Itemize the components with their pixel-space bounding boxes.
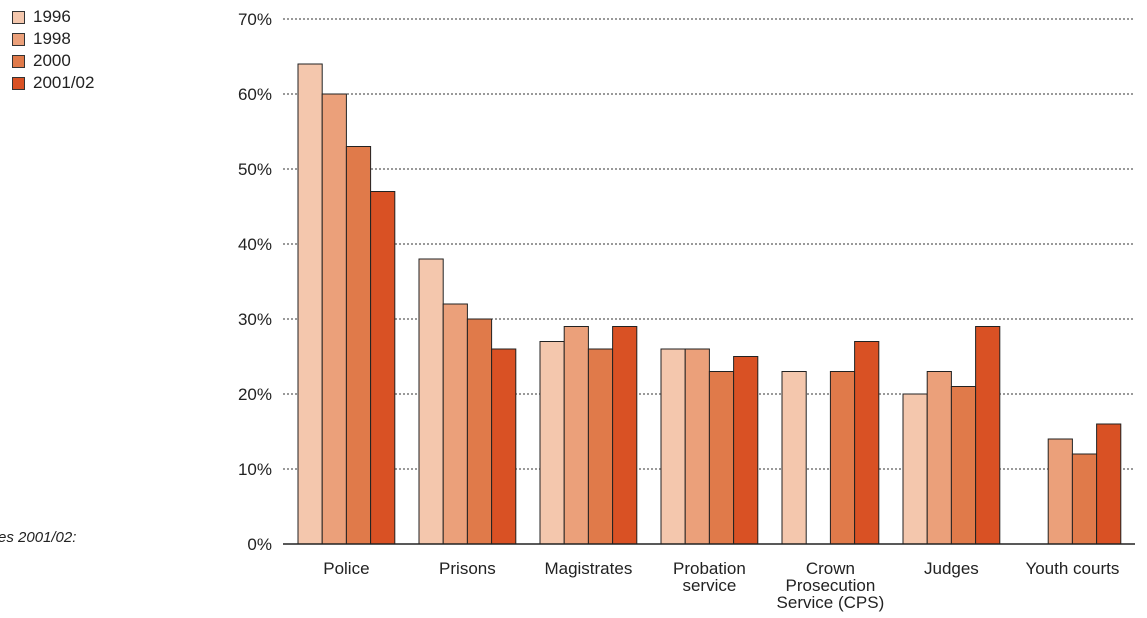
legend-swatch [12, 54, 25, 68]
x-category-label-line: service [682, 576, 736, 595]
x-category-label-line: Magistrates [544, 559, 632, 578]
legend-item: 2001/02 [12, 72, 94, 94]
bar [926, 371, 952, 545]
x-category-label-line: Probation [673, 559, 746, 578]
bar [854, 341, 880, 545]
x-category-label-line: Judges [924, 559, 979, 578]
y-tick-label: 60% [238, 85, 272, 104]
bar [563, 326, 589, 545]
bar [466, 318, 493, 545]
bar [612, 326, 638, 545]
bar [418, 258, 444, 545]
bar [442, 303, 468, 545]
y-tick-label: 30% [238, 310, 272, 329]
bar [829, 371, 856, 545]
y-tick-label: 50% [238, 160, 272, 179]
legend-swatch [12, 10, 25, 24]
x-category-label-line: Service (CPS) [777, 593, 885, 612]
bar [1071, 453, 1098, 545]
bar [1096, 423, 1122, 545]
y-tick-label: 40% [238, 235, 272, 254]
x-category-label: Crown Prosecution Service (CPS) [777, 559, 885, 612]
legend-label: 2001/02 [33, 73, 95, 92]
x-category-label: Youth courts [1025, 559, 1119, 578]
legend-swatch [12, 32, 25, 46]
bar [708, 371, 735, 545]
bar [297, 63, 323, 545]
x-category-label: Judges [924, 559, 979, 578]
x-category-label: Police [323, 559, 369, 578]
bar [902, 393, 928, 545]
chart-legend: 1996 1998 2000 2001/02 [12, 6, 94, 94]
x-category-label-line: Police [323, 559, 369, 578]
legend-label: 1998 [33, 29, 71, 48]
bar [950, 386, 977, 545]
x-category-label: Prisons [439, 559, 496, 578]
legend-item: 1996 [12, 6, 94, 28]
x-category-label: Probation service [673, 559, 746, 595]
legend-label: 1996 [33, 7, 71, 26]
bar [660, 348, 686, 545]
y-tick-label: 10% [238, 460, 272, 479]
bar [733, 356, 759, 545]
y-tick-label: 0% [247, 535, 272, 554]
x-category-label-line: Youth courts [1025, 559, 1119, 578]
y-tick-label: 70% [238, 10, 272, 29]
y-tick-label: 20% [238, 385, 272, 404]
bar [781, 371, 807, 545]
legend-swatch [12, 76, 25, 90]
bar [1047, 438, 1073, 545]
bar [975, 326, 1001, 545]
bar [491, 348, 517, 545]
legend-item: 2000 [12, 50, 94, 72]
x-category-label-line: Prisons [439, 559, 496, 578]
bar [539, 341, 565, 545]
x-category-label-line: Crown [806, 559, 855, 578]
x-category-label-line: Prosecution [786, 576, 876, 595]
bar [684, 348, 710, 545]
bar [345, 146, 372, 545]
bar [321, 93, 347, 545]
footnote: es 2001/02: [0, 529, 77, 546]
legend-item: 1998 [12, 28, 94, 50]
x-category-label: Magistrates [544, 559, 632, 578]
legend-label: 2000 [33, 51, 71, 70]
bar [587, 348, 614, 545]
bar [370, 191, 396, 545]
